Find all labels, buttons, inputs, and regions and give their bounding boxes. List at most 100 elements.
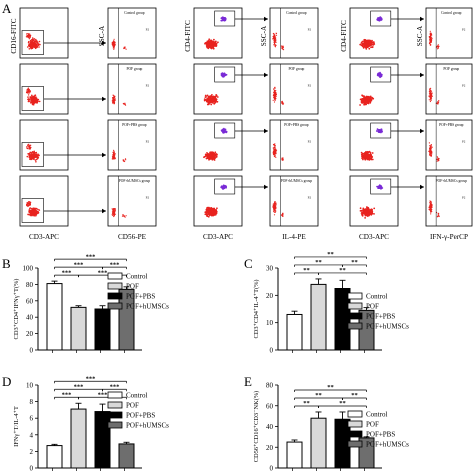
event-dot: [380, 19, 382, 21]
event-dot: [31, 95, 33, 97]
event-dot: [36, 157, 39, 160]
event-dot: [28, 40, 30, 43]
event-dot: [368, 157, 371, 160]
event-dot: [27, 144, 29, 146]
event-dot: [274, 95, 276, 97]
legend-swatch: [347, 322, 363, 330]
gate-arrow-head: [102, 152, 106, 158]
flow-plot-3-4: [193, 175, 268, 227]
event-dot: [207, 215, 210, 218]
event-dot: [28, 48, 31, 50]
legend-swatch: [347, 410, 363, 418]
event-dot: [370, 99, 373, 102]
event-dot: [32, 154, 34, 156]
event-dot: [122, 103, 125, 105]
event-dot: [210, 157, 213, 159]
plot-frame: [193, 175, 243, 227]
event-dot: [209, 210, 211, 213]
y-axis-title: IFNγ⁺T/IL-4⁺T: [13, 406, 20, 447]
event-dot: [274, 150, 276, 152]
event-dot: [113, 149, 115, 151]
event-dot: [367, 39, 370, 42]
event-dot: [35, 100, 38, 103]
legend-swatch: [107, 282, 123, 290]
event-dot: [36, 99, 38, 101]
y-tick-label: 10: [26, 382, 34, 390]
event-dot: [27, 203, 29, 205]
event-dot: [361, 94, 363, 97]
event-dot: [114, 157, 116, 159]
event-dot: [213, 209, 216, 212]
event-dot: [274, 38, 276, 40]
event-dot: [370, 214, 373, 216]
flow-plot-4-4: POF+hUMSCs group P2: [269, 175, 319, 227]
legend-label: POF: [366, 303, 379, 311]
event-dot: [370, 42, 373, 45]
event-dot: [35, 161, 37, 163]
group-label: POF+PBS group: [284, 123, 308, 127]
y-tick-label: 0: [30, 347, 34, 355]
event-dot: [281, 213, 283, 215]
event-dot: [210, 213, 213, 215]
event-dot: [211, 45, 214, 48]
event-dot: [274, 86, 276, 88]
event-dot: [274, 96, 276, 98]
event-dot: [282, 102, 284, 104]
event-dot: [361, 154, 364, 157]
event-dot: [363, 154, 366, 157]
panel-letter: B: [2, 256, 11, 271]
event-dot: [208, 40, 211, 43]
significance-label: ***: [74, 261, 84, 268]
event-dot: [31, 40, 34, 43]
event-dot: [30, 47, 32, 50]
event-dot: [212, 212, 215, 215]
event-dot: [26, 202, 28, 204]
x-axis-label: CD56-PE: [118, 233, 147, 241]
group-label: Control group: [124, 11, 144, 15]
event-dot: [29, 36, 31, 39]
legend-label: POF: [126, 283, 139, 291]
event-dot: [429, 30, 431, 32]
event-dot: [273, 34, 275, 36]
gate-box: [370, 10, 392, 27]
event-dot: [437, 101, 439, 103]
event-dot: [371, 97, 374, 100]
quadrant-label: P2: [308, 84, 312, 88]
event-dot: [431, 206, 433, 208]
y-tick-label: 40: [26, 314, 34, 322]
panel-letter-a: A: [2, 1, 12, 16]
event-dot: [38, 100, 41, 103]
event-dot: [430, 93, 432, 95]
gate-box: [214, 10, 236, 27]
y-axis-label: CD4-FITC: [340, 20, 348, 52]
event-dot: [365, 100, 367, 103]
legend-swatch: [107, 421, 123, 429]
y-tick-label: 60: [266, 402, 274, 410]
event-dot: [369, 153, 372, 156]
event-dot: [379, 185, 382, 188]
event-dot: [429, 42, 431, 45]
event-dot: [430, 144, 432, 146]
plot-frame: [425, 119, 473, 171]
legend-label: POF+PBS: [126, 412, 155, 420]
significance-label: **: [339, 267, 346, 274]
event-dot: [27, 36, 30, 39]
event-dot: [274, 41, 277, 43]
event-dot: [210, 97, 213, 100]
event-dot: [213, 42, 216, 44]
flow-plot-5-2: [349, 63, 424, 115]
x-axis-label: CD3-APC: [203, 233, 233, 241]
bar-chart-d: D0246810IFNγ⁺T/IL-4⁺T***************Cont…: [2, 374, 169, 473]
event-dot: [371, 158, 374, 161]
group-label: POF+hUMSCs group: [119, 179, 150, 183]
event-dot: [33, 97, 35, 100]
event-dot: [216, 100, 219, 103]
event-dot: [215, 42, 218, 45]
significance-label: **: [327, 384, 334, 391]
event-dot: [113, 44, 115, 46]
event-dot: [38, 46, 40, 48]
event-dot: [282, 215, 284, 217]
event-dot: [437, 158, 439, 160]
event-dot: [363, 46, 366, 48]
event-dot: [112, 47, 114, 49]
